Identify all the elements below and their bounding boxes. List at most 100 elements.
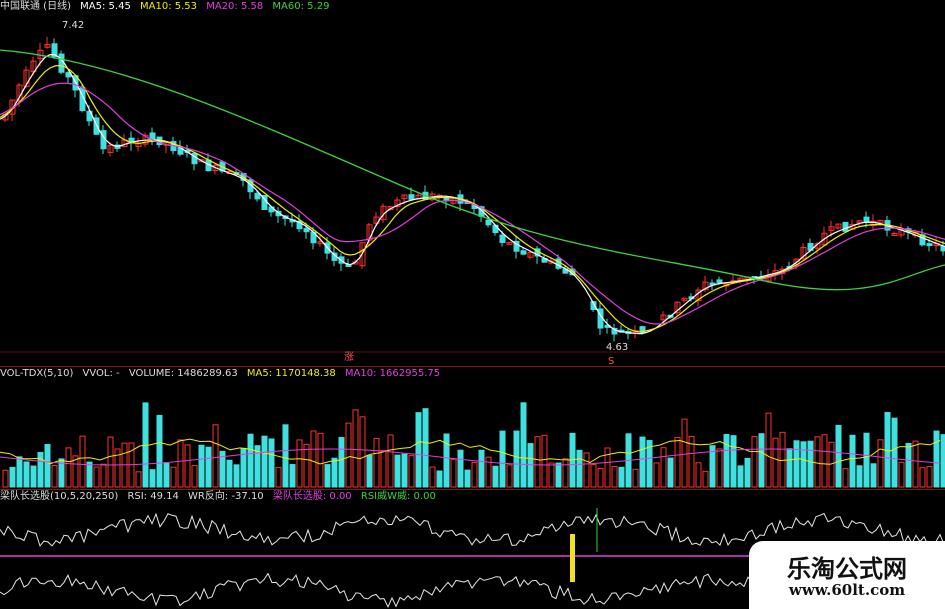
volume-bar — [163, 463, 170, 488]
volume-bar — [184, 444, 191, 488]
candle-body — [149, 132, 156, 140]
ma5-line — [0, 53, 945, 335]
candle-body — [58, 53, 65, 73]
volume-bar — [611, 465, 618, 488]
candle-body — [254, 192, 261, 200]
volume-bar — [254, 445, 261, 488]
volume-bar — [471, 461, 478, 488]
volume-bar — [2, 469, 9, 488]
volume-bar — [905, 442, 912, 488]
volume-bar — [562, 458, 569, 488]
volume-legend: VOL-TDX(5,10) VVOL: - VOLUME: 1486289.63… — [0, 367, 446, 381]
volume-bar — [520, 402, 527, 488]
candle-body — [380, 205, 387, 221]
volume-bar — [450, 458, 457, 488]
candle-body — [891, 233, 898, 237]
volume-panel[interactable]: VOL-TDX(5,10) VVOL: - VOLUME: 1486289.63… — [0, 367, 945, 489]
volume-bar — [702, 470, 709, 488]
volume-bar — [359, 416, 366, 488]
wr-value: WR反向: -37.10 — [188, 491, 264, 502]
volume-bar — [660, 447, 667, 488]
vvol-value: VVOL: - — [82, 368, 120, 379]
candle-body — [198, 159, 205, 163]
volume-bar — [646, 440, 653, 488]
volume-bar — [730, 435, 737, 488]
candle-body — [23, 69, 30, 87]
candle-body — [835, 223, 842, 229]
volume-bar — [835, 424, 842, 488]
rsi-value: RSI: 49.14 — [127, 491, 179, 502]
candle-body — [793, 258, 800, 267]
volume-bar — [233, 464, 240, 488]
volume-bar — [443, 433, 450, 488]
volume-bar — [289, 464, 296, 488]
candle-body — [660, 314, 667, 321]
candlestick-chart[interactable] — [0, 0, 945, 366]
vol-indicator-name: VOL-TDX(5,10) — [0, 368, 74, 379]
volume-bar — [499, 430, 506, 488]
volume-bar — [429, 466, 436, 488]
candle-body — [842, 221, 849, 232]
price-volume-divider — [0, 366, 945, 367]
volume-bar — [303, 443, 310, 488]
price-panel[interactable]: 中国联通 (日线) MA5: 5.45 MA10: 5.53 MA20: 5.5… — [0, 0, 945, 367]
volume-bar — [401, 453, 408, 488]
volume-bar — [814, 436, 821, 488]
volume-bar — [324, 464, 331, 488]
volume-bar — [856, 465, 863, 488]
vol-ma5-value: MA5: 1170148.38 — [246, 368, 336, 379]
ma60-value: MA60: 5.29 — [272, 1, 330, 12]
candle-body — [870, 220, 877, 226]
volume-bar — [555, 462, 562, 488]
volume-bar — [198, 444, 205, 488]
volume-bar — [16, 456, 23, 488]
candle-body — [394, 199, 401, 208]
candle-body — [506, 241, 513, 245]
volume-bar — [30, 465, 37, 488]
volume-bar — [793, 440, 800, 488]
volume-bar — [800, 441, 807, 488]
ma20-line — [0, 82, 945, 325]
volume-bar — [226, 459, 233, 488]
volume-bar — [842, 468, 849, 488]
candle-body — [485, 219, 492, 226]
volume-bar — [149, 469, 156, 488]
volume-bar — [415, 412, 422, 488]
rsi-indicator-name: 梁队长选股(10,5,20,250) — [0, 491, 119, 502]
price-legend: 中国联通 (日线) MA5: 5.45 MA10: 5.53 MA20: 5.5… — [0, 0, 335, 14]
candle-body — [674, 301, 681, 314]
candle-body — [513, 240, 520, 252]
volume-bars[interactable] — [0, 367, 945, 489]
volume-bar — [849, 434, 856, 488]
volume-bar — [485, 456, 492, 488]
volume-bar — [590, 464, 597, 488]
vol-ma10-value: MA10: 1662955.75 — [344, 368, 441, 379]
candle-body — [926, 243, 933, 247]
candle-body — [737, 277, 744, 281]
candle-body — [275, 210, 282, 217]
volume-bar — [352, 409, 359, 488]
volume-bar — [632, 468, 639, 488]
candle-body — [212, 164, 219, 172]
site-watermark: 乐淘公式网 www.60lt.com — [749, 541, 945, 609]
volume-bar — [422, 408, 429, 488]
candle-body — [828, 226, 835, 231]
volume-bar — [317, 432, 324, 488]
volume-bar — [695, 462, 702, 488]
volume-bar — [107, 436, 114, 488]
vol-ma10-line — [0, 448, 941, 466]
volume-bar — [716, 448, 723, 488]
candle-body — [702, 281, 709, 291]
candle-body — [716, 279, 723, 284]
volume-bar — [765, 412, 772, 488]
candle-body — [590, 301, 597, 310]
volume-bar — [674, 436, 681, 488]
volume-bar — [681, 418, 688, 488]
volume-bar — [604, 447, 611, 488]
volume-bar — [583, 452, 590, 488]
candle-body — [296, 220, 303, 230]
candle-body — [548, 260, 555, 264]
ma5-value: MA5: 5.45 — [80, 1, 131, 12]
volume-bar — [212, 424, 219, 488]
volume-bar — [478, 449, 485, 488]
